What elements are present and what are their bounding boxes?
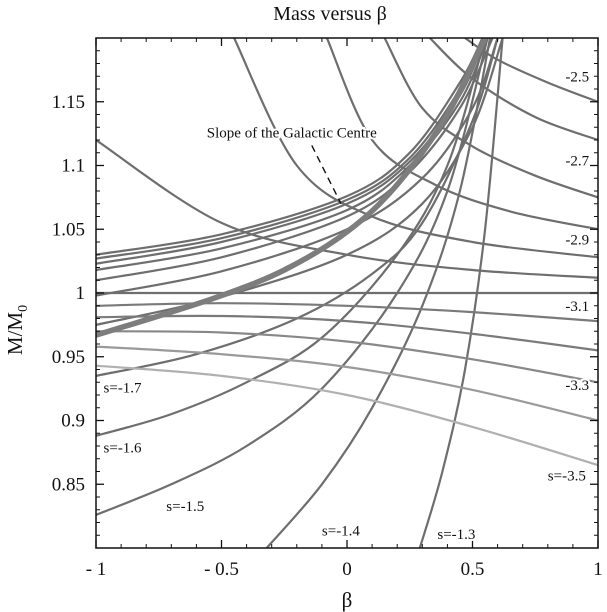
curve-label-4: s=-1.3 [437, 527, 475, 543]
annotation-group: Slope of the Galactic Centre [207, 125, 377, 203]
y-tick-label-1: 0.9 [61, 411, 85, 432]
curve-label-0: s=-1.7 [104, 380, 143, 396]
y-axis-title-main: M/M [3, 312, 27, 356]
y-tick-label-4: 1.05 [52, 219, 85, 240]
curve-label-6: -2.7 [565, 154, 589, 170]
y-tick-label-2: 0.95 [52, 347, 85, 368]
curve-label-7: -2.9 [565, 233, 589, 249]
curve-label-10: s=-3.5 [548, 468, 586, 484]
highlight-group [96, 38, 485, 335]
y-tick-label-0: 0.85 [52, 474, 85, 495]
x-tick-label-3: 0.5 [461, 559, 485, 580]
curve-label-1: s=-1.6 [104, 440, 143, 456]
y-tick-label-3: 1 [76, 283, 86, 304]
series-line-7 [96, 38, 493, 280]
x-axis-title: β [342, 588, 353, 612]
annotation-text: Slope of the Galactic Centre [207, 125, 377, 141]
chart-title: Mass versus β [273, 3, 387, 25]
curve-label-2: s=-1.5 [166, 499, 204, 515]
x-tick-label-4: 1 [593, 559, 603, 580]
series-line-4 [96, 38, 498, 376]
x-tick-label-2: 0 [342, 559, 352, 580]
curve-label-8: -3.1 [565, 299, 589, 315]
curve-label-9: -3.3 [565, 378, 589, 394]
series-line-17 [96, 140, 598, 278]
series-line-20 [96, 316, 598, 351]
x-tick-label-1: - 0.5 [204, 559, 239, 580]
galactic-centre-curve [96, 38, 485, 335]
y-tick-label-6: 1.15 [52, 92, 85, 113]
x-tick-label-0: - 1 [86, 559, 107, 580]
y-axis-title-sub: 0 [16, 305, 31, 312]
curves-group [96, 38, 598, 548]
curve-label-3: s=-1.4 [322, 523, 361, 539]
series-line-22 [96, 347, 598, 421]
curve-label-5: -2.5 [565, 69, 589, 85]
y-axis-title: M/M0 [3, 305, 31, 355]
series-line-21 [96, 331, 598, 382]
y-tick-label-5: 1.1 [61, 156, 85, 177]
series-line-5 [96, 38, 503, 325]
